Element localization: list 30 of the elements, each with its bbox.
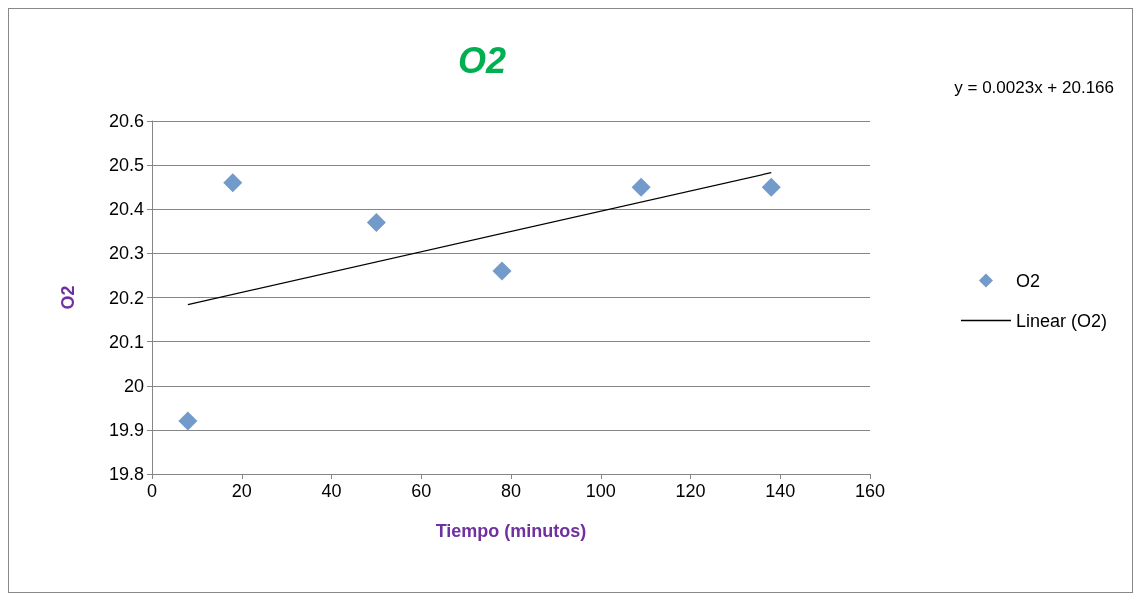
text: y = 0.0023x + 20.166 xyxy=(954,78,1115,97)
x-tick-label: 20 xyxy=(231,481,252,501)
y-tick-label: 20.5 xyxy=(108,155,144,176)
y-tick-label: 20.4 xyxy=(108,199,144,220)
chart-title: O2 xyxy=(457,39,507,81)
x-tick-label: 140 xyxy=(765,481,796,501)
point xyxy=(366,212,386,232)
point xyxy=(761,177,781,197)
y-tick-label: 20.1 xyxy=(108,331,144,352)
y-tick-label: 20 xyxy=(123,375,144,396)
x-tick-label: 100 xyxy=(585,481,616,501)
x-tick-label: 120 xyxy=(675,481,706,501)
x-tick-label: 80 xyxy=(500,481,522,501)
point xyxy=(631,177,651,197)
y-tick-label: 19.9 xyxy=(108,419,144,440)
point xyxy=(223,173,243,193)
x-tick-label: 60 xyxy=(411,481,432,501)
y-tick-label: 20.2 xyxy=(108,287,144,308)
legend-label: Linear (O2) xyxy=(1015,310,1108,331)
point xyxy=(492,261,512,281)
x-tick-label: 0 xyxy=(146,481,158,501)
y-tick-label: 20.6 xyxy=(108,111,144,131)
x-tick-label: 160 xyxy=(854,481,886,501)
legend-label: O2 xyxy=(1015,270,1040,291)
y-tick-label: 20.3 xyxy=(108,243,144,264)
x-tick-label: 40 xyxy=(321,481,342,501)
x-axis-title: Tiempo (minutos) xyxy=(435,521,587,541)
y-tick-label: 19.8 xyxy=(108,464,144,484)
point xyxy=(178,411,198,431)
y-axis-title: O2 xyxy=(58,285,78,310)
